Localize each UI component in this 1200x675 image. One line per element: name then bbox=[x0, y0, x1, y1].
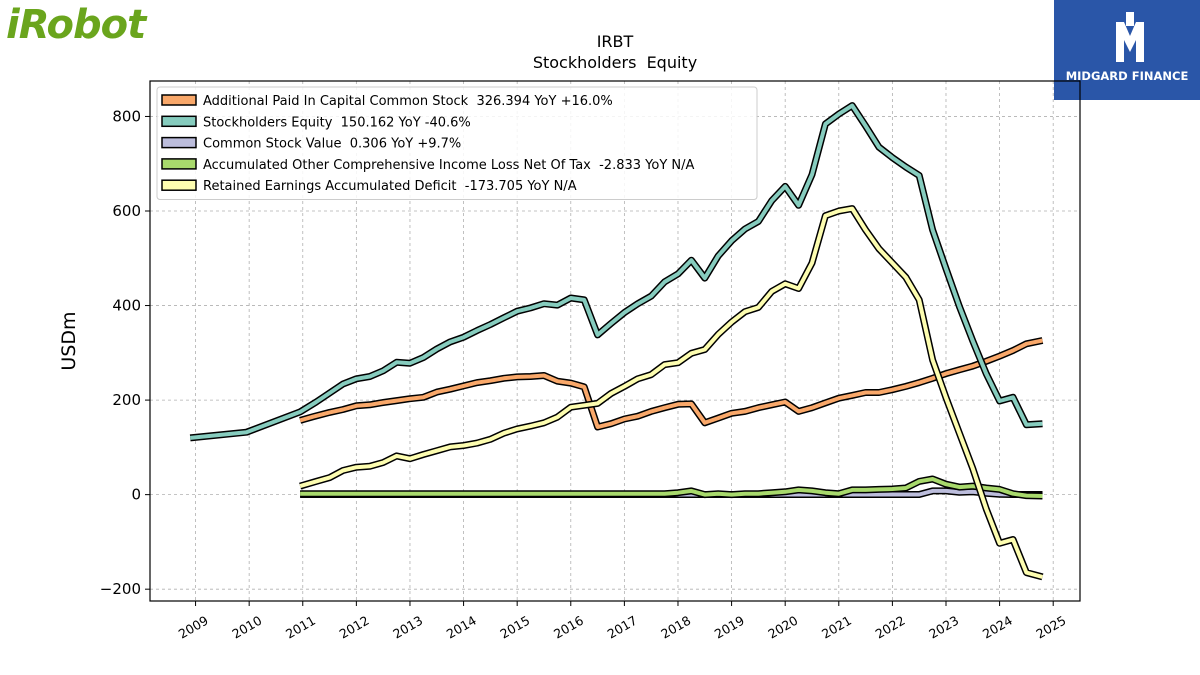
x-tick-label: 2012 bbox=[337, 613, 372, 642]
legend-label: Accumulated Other Comprehensive Income L… bbox=[203, 158, 694, 173]
series-line-3 bbox=[300, 475, 1043, 500]
x-tick-label: 2018 bbox=[658, 613, 693, 642]
x-tick-label: 2015 bbox=[497, 613, 532, 642]
y-tick-label: −200 bbox=[100, 580, 141, 598]
legend-label: Retained Earnings Accumulated Deficit -1… bbox=[203, 179, 577, 194]
y-tick-label: 0 bbox=[131, 486, 141, 504]
legend-swatch bbox=[161, 94, 197, 106]
legend-box bbox=[156, 86, 758, 200]
series-line-1 bbox=[189, 102, 1043, 442]
x-tick-label: 2021 bbox=[819, 613, 854, 642]
x-tick-label: 2009 bbox=[176, 613, 211, 642]
midgard-finance-logo: MIDGARD FINANCE bbox=[1054, 0, 1200, 100]
series-stroke bbox=[300, 477, 1043, 498]
legend-swatch bbox=[161, 179, 197, 191]
midgard-finance-text: MIDGARD FINANCE bbox=[1065, 69, 1189, 83]
legend-label: Common Stock Value 0.306 YoY +9.7% bbox=[203, 137, 461, 152]
legend-swatch bbox=[161, 136, 197, 149]
legend: Additional Paid In Capital Common Stock … bbox=[156, 86, 758, 200]
series-outline bbox=[299, 205, 1044, 581]
x-tick-label: 2013 bbox=[390, 613, 425, 642]
x-tick-label: 2022 bbox=[873, 613, 908, 642]
series-stroke bbox=[299, 206, 1044, 579]
series-lines bbox=[189, 102, 1044, 581]
chart-title: IRBT bbox=[596, 32, 634, 51]
series-stroke bbox=[299, 338, 1043, 429]
irobot-logo: iRobot bbox=[6, 2, 146, 48]
x-tick-label: 2016 bbox=[551, 613, 586, 642]
x-tick-label: 2025 bbox=[1033, 613, 1068, 642]
series-stroke bbox=[189, 103, 1043, 440]
legend-swatch bbox=[161, 158, 197, 170]
plot-frame bbox=[149, 80, 1081, 602]
y-tick-label: 200 bbox=[112, 391, 141, 409]
y-axis-label: USDm bbox=[58, 311, 80, 370]
y-tick-label: 600 bbox=[112, 202, 141, 220]
y-tick-label: 800 bbox=[112, 107, 141, 125]
x-tick-label: 2010 bbox=[229, 613, 264, 642]
y-tick-label: 400 bbox=[112, 297, 141, 315]
x-tick-label: 2017 bbox=[605, 613, 640, 642]
x-tick-label: 2019 bbox=[712, 613, 747, 642]
x-tick-label: 2020 bbox=[765, 613, 800, 642]
x-tick-label: 2024 bbox=[980, 613, 1015, 642]
series-line-4 bbox=[299, 205, 1044, 581]
midgard-emblem-icon bbox=[1116, 12, 1144, 62]
x-tick-label: 2014 bbox=[444, 613, 479, 642]
legend-label: Stockholders Equity 150.162 YoY -40.6% bbox=[203, 115, 471, 130]
x-tick-label: 2023 bbox=[926, 613, 961, 642]
x-tick-label: 2011 bbox=[283, 613, 318, 642]
chart-subtitle: Stockholders Equity bbox=[532, 53, 698, 72]
legend-swatch bbox=[161, 115, 197, 128]
legend-label: Additional Paid In Capital Common Stock … bbox=[203, 94, 613, 109]
series-line-0 bbox=[299, 337, 1044, 431]
